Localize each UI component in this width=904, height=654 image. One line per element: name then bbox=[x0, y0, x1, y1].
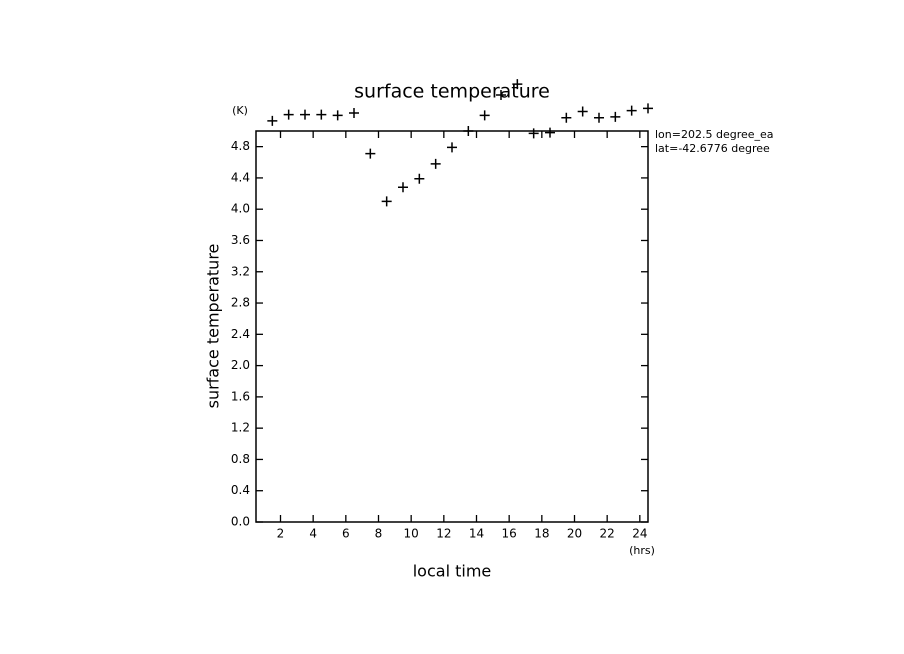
y-tick-label: 1.6 bbox=[231, 389, 250, 403]
point bbox=[283, 109, 294, 120]
point bbox=[643, 103, 653, 114]
x-tick-label: 14 bbox=[469, 527, 484, 541]
point bbox=[479, 110, 490, 121]
x-tick-label: 24 bbox=[632, 527, 647, 541]
point bbox=[545, 127, 555, 138]
point bbox=[300, 109, 310, 120]
point bbox=[414, 173, 425, 184]
annotations: lon=202.5 degree_ea lat=-42.6776 degree bbox=[655, 128, 774, 155]
point bbox=[332, 110, 343, 121]
point bbox=[626, 105, 637, 116]
point bbox=[381, 196, 392, 207]
x-tick-label: 8 bbox=[375, 527, 383, 541]
plot-frame bbox=[255, 130, 649, 523]
point bbox=[610, 111, 621, 122]
y-tick-label: 3.6 bbox=[231, 233, 250, 247]
x-tick-label: 20 bbox=[567, 527, 582, 541]
y-tick-label: 0.8 bbox=[231, 452, 250, 466]
x-tick-label: 16 bbox=[502, 527, 517, 541]
y-tick-label: 2.0 bbox=[231, 358, 250, 372]
y-axis-label: surface temperature bbox=[204, 244, 223, 409]
x-tick-label: 6 bbox=[342, 527, 350, 541]
point bbox=[447, 142, 457, 153]
annotation: lon=202.5 degree_ea bbox=[655, 128, 774, 141]
x-tick-label: 18 bbox=[534, 527, 549, 541]
y-tick-label: 0.4 bbox=[231, 483, 250, 497]
x-axis-label: local time bbox=[413, 562, 492, 581]
point bbox=[512, 79, 523, 90]
x-tick-label: 2 bbox=[277, 527, 285, 541]
point bbox=[561, 112, 572, 123]
y-tick-label: 2.4 bbox=[231, 327, 250, 341]
point bbox=[577, 106, 588, 117]
point bbox=[398, 182, 408, 193]
point bbox=[594, 112, 604, 123]
point bbox=[349, 108, 359, 119]
point bbox=[267, 115, 278, 126]
y-tick-label: 2.8 bbox=[231, 296, 250, 310]
point bbox=[365, 148, 376, 159]
point bbox=[430, 158, 441, 169]
y-tick-label: 0.0 bbox=[231, 515, 250, 529]
annotation: lat=-42.6776 degree bbox=[655, 142, 770, 155]
x-tick-label: 4 bbox=[309, 527, 317, 541]
point bbox=[496, 90, 506, 101]
x-tick-label: 10 bbox=[404, 527, 419, 541]
x-unit: (hrs) bbox=[629, 544, 655, 557]
point bbox=[528, 128, 539, 139]
y-tick-label: 4.4 bbox=[231, 170, 250, 184]
y-tick-label: 3.2 bbox=[231, 264, 250, 278]
y-tick-label: 4.8 bbox=[231, 139, 250, 153]
y-tick-label: 4.0 bbox=[231, 202, 250, 216]
x-tick-label: 22 bbox=[600, 527, 615, 541]
x-tick-label: 12 bbox=[436, 527, 451, 541]
y-tick-label: 1.2 bbox=[231, 421, 250, 435]
y-unit: (K) bbox=[232, 104, 248, 117]
point bbox=[463, 126, 474, 136]
point bbox=[316, 109, 327, 120]
